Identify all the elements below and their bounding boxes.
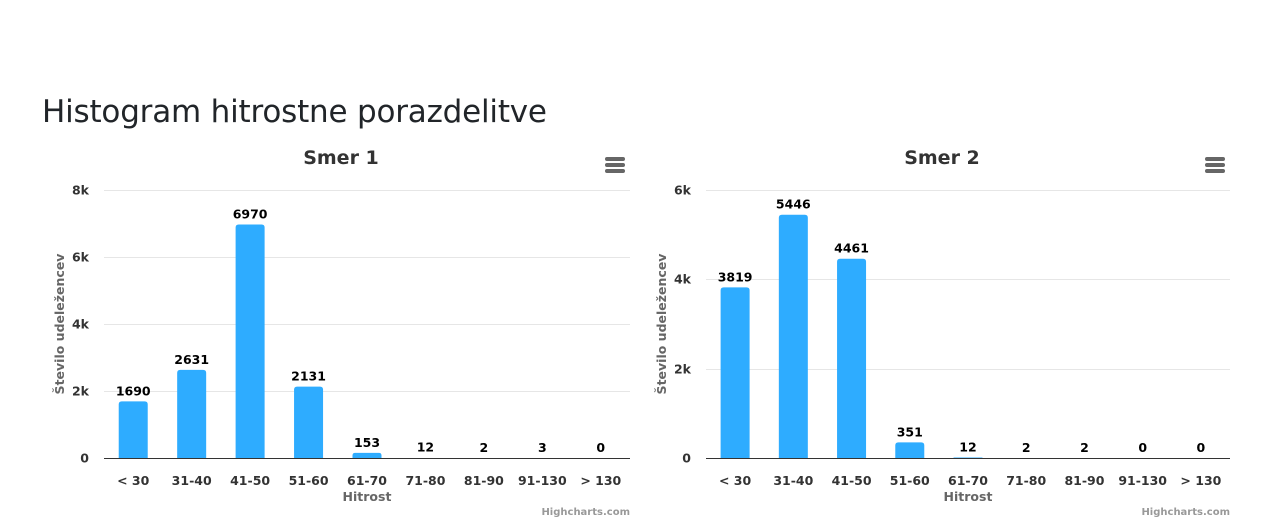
data-label: 0 [1197,440,1206,455]
x-tick-label: 41-50 [230,473,270,488]
data-label: 2 [480,440,489,455]
x-tick-label: 41-50 [832,473,872,488]
data-label: 12 [417,440,434,455]
data-label: 0 [1138,440,1147,455]
data-label: 351 [897,424,923,439]
data-label: 5446 [776,197,811,212]
y-tick-label: 6k [72,250,90,265]
data-label: 2131 [291,369,326,384]
credits-link[interactable]: Highcharts.com [541,507,630,518]
x-tick-label: 51-60 [890,473,930,488]
data-label: 2 [1022,440,1031,455]
x-tick-label: < 30 [117,473,150,488]
x-tick-label: < 30 [719,473,752,488]
x-tick-label: 81-90 [1064,473,1104,488]
x-tick-label: 71-80 [1006,473,1046,488]
bar[interactable] [895,442,925,458]
data-label: 1690 [116,383,151,398]
bar[interactable] [837,258,867,458]
y-tick-label: 0 [682,451,691,466]
x-tick-label: 91-130 [518,473,567,488]
data-label: 3819 [718,269,753,284]
bar[interactable] [720,287,750,458]
x-tick-label: 81-90 [464,473,504,488]
data-label: 3 [538,440,547,455]
chart-smer-1: Smer 1 0 2k 4k 6k 8k 1690 < 30 2631 31-40 6970 41-… [40,140,640,531]
data-label: 2 [1080,440,1089,455]
bar[interactable] [352,452,382,458]
y-tick-label: 8k [72,183,90,198]
x-tick-label: 61-70 [948,473,988,488]
bar[interactable] [118,401,148,458]
credits-link[interactable]: Highcharts.com [1141,507,1230,518]
chart-title: Smer 1 [303,147,379,169]
bar[interactable] [953,457,983,458]
x-tick-label: 31-40 [773,473,813,488]
x-tick-label: 91-130 [1118,473,1167,488]
x-axis-title: Hitrost [944,489,993,504]
chart-smer-2-svg: Smer 2 0 2k 4k 6k 3819 < 30 5446 31-40 4461 41-50… [654,147,1230,518]
bar[interactable] [177,369,207,458]
data-label: 0 [596,440,605,455]
data-label: 153 [354,435,380,450]
chart-context-menu-button[interactable] [601,154,629,178]
y-tick-label: 6k [674,183,692,198]
data-label: 4461 [834,241,869,256]
bar[interactable] [235,224,265,458]
x-tick-label: 31-40 [172,473,212,488]
data-label: 6970 [233,207,268,222]
plot-area: 0 2k 4k 6k 8k 1690 < 30 2631 31-40 6970 41-50 2131 5… [72,183,630,488]
x-tick-label: > 130 [580,473,621,488]
x-tick-label: > 130 [1180,473,1221,488]
data-label: 2631 [174,352,209,367]
chart-context-menu-button[interactable] [1201,154,1229,178]
y-tick-label: 2k [72,384,90,399]
plot-area: 0 2k 4k 6k 3819 < 30 5446 31-40 4461 41-50 351 51-6… [674,183,1230,488]
y-tick-label: 2k [674,362,692,377]
y-axis-title: Število udeležencev [52,254,67,395]
x-tick-label: 61-70 [347,473,387,488]
hamburger-menu-icon [1205,157,1225,173]
data-label: 12 [959,439,976,454]
chart-smer-2: Smer 2 0 2k 4k 6k 3819 < 30 5446 31-40 4461 41-50… [641,140,1241,531]
x-tick-label: 51-60 [289,473,329,488]
chart-smer-1-svg: Smer 1 0 2k 4k 6k 8k 1690 < 30 2631 31-40 6970 41-… [52,147,630,518]
x-axis-title: Hitrost [343,489,392,504]
bar[interactable] [778,214,808,458]
page-title: Histogram hitrostne porazdelitve [42,94,547,130]
chart-title: Smer 2 [904,147,980,169]
bar[interactable] [294,386,324,458]
hamburger-menu-icon [605,157,625,173]
y-axis-title: Število udeležencev [654,254,669,395]
x-tick-label: 71-80 [405,473,445,488]
y-tick-label: 4k [72,317,90,332]
y-tick-label: 0 [80,451,89,466]
y-tick-label: 4k [674,272,692,287]
